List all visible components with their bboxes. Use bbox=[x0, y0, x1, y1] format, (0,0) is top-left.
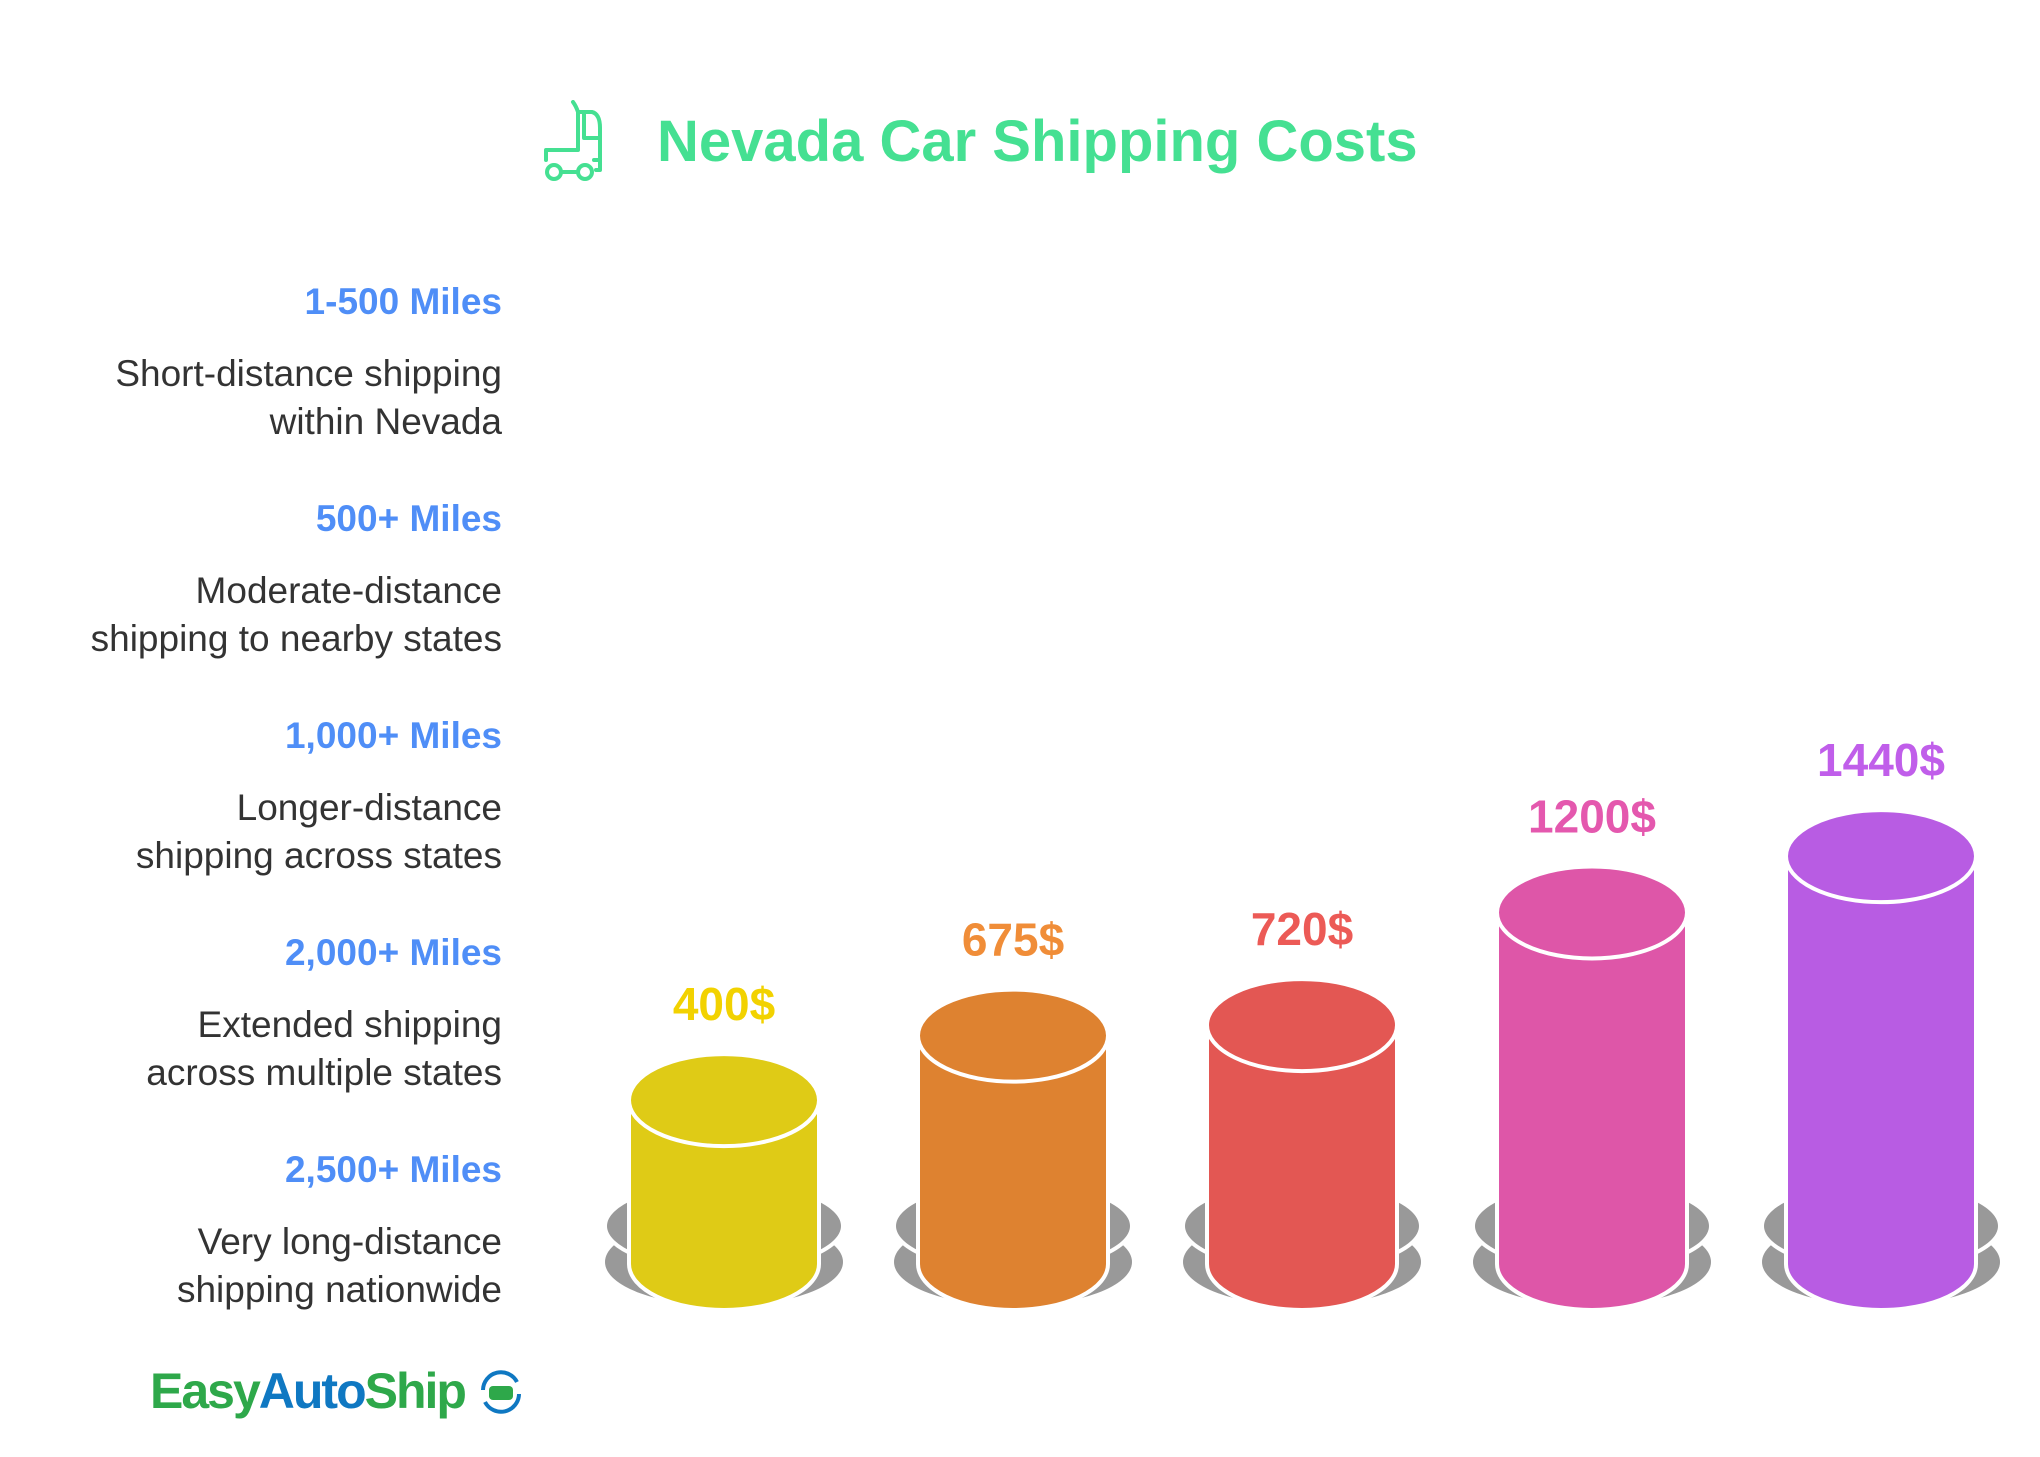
easyautoship-logo: EasyAutoShip bbox=[150, 1362, 525, 1420]
category-desc: Moderate-distance bbox=[195, 570, 502, 611]
bar-body bbox=[627, 1098, 821, 1312]
logo-text: Auto bbox=[258, 1363, 367, 1419]
category-desc: within Nevada bbox=[269, 401, 502, 442]
bar-top bbox=[627, 1052, 821, 1149]
bar-cylinder: 1440$ bbox=[1760, 734, 2002, 1312]
bar-top bbox=[1205, 977, 1399, 1074]
bar-body bbox=[1205, 1023, 1399, 1312]
category-3: 1,000+ Miles Longer-distance shipping acro… bbox=[136, 712, 502, 880]
data-label: 720$ bbox=[1251, 903, 1353, 955]
data-label: 1200$ bbox=[1528, 790, 1656, 842]
category-5: 2,500+ Miles Very long-distance shipping n… bbox=[177, 1146, 502, 1314]
category-desc: across multiple states bbox=[146, 1052, 502, 1093]
bar-top bbox=[1495, 864, 1689, 961]
logo-text: Ship bbox=[364, 1363, 467, 1419]
bar-body bbox=[916, 1033, 1110, 1312]
category-label: 1,000+ Miles bbox=[284, 715, 502, 756]
bar-cylinder: 1200$ bbox=[1471, 790, 1713, 1312]
chart-title: Nevada Car Shipping Costs bbox=[657, 109, 1418, 174]
category-desc: shipping nationwide bbox=[176, 1269, 502, 1310]
category-label: 500+ Miles bbox=[315, 498, 502, 539]
category-label: 2,000+ Miles bbox=[284, 932, 502, 973]
category-1: 1-500 Miles Short-distance shipping within… bbox=[115, 278, 502, 446]
category-desc: Very long-distance bbox=[197, 1221, 502, 1262]
category-label: 2,500+ Miles bbox=[284, 1149, 502, 1190]
logo-text: Easy bbox=[150, 1363, 261, 1419]
bar-cylinder: 400$ bbox=[603, 978, 845, 1312]
car-cycle-icon bbox=[480, 1370, 521, 1414]
data-label: 400$ bbox=[673, 978, 775, 1030]
data-label: 1440$ bbox=[1817, 734, 1945, 786]
category-desc: Longer-distance bbox=[236, 787, 502, 828]
truck-icon bbox=[544, 100, 602, 181]
category-2: 500+ Miles Moderate-distance shipping to n… bbox=[91, 495, 502, 663]
bar-body bbox=[1784, 854, 1978, 1312]
bar-top bbox=[916, 987, 1110, 1084]
category-desc: shipping to nearby states bbox=[90, 618, 502, 659]
data-label: 675$ bbox=[962, 914, 1064, 966]
bar-body bbox=[1495, 910, 1689, 1312]
category-4: 2,000+ Miles Extended shipping across mult… bbox=[146, 929, 502, 1097]
bar-cylinder: 720$ bbox=[1181, 903, 1423, 1312]
category-desc: Short-distance shipping bbox=[115, 353, 502, 394]
bar-cylinder: 675$ bbox=[892, 914, 1134, 1312]
category-desc: Extended shipping bbox=[197, 1004, 502, 1045]
category-label: 1-500 Miles bbox=[304, 281, 502, 322]
category-desc: shipping across states bbox=[135, 835, 502, 876]
bar-top bbox=[1784, 808, 1978, 905]
